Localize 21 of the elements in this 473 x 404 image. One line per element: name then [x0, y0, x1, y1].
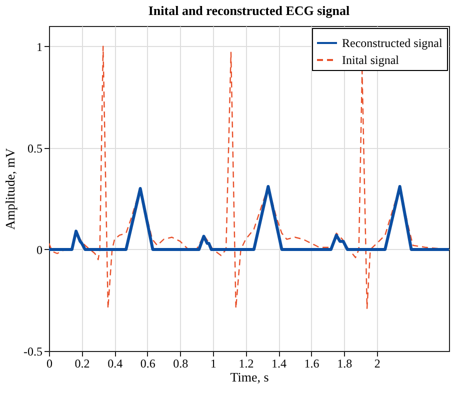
- x-axis-title: Time, s: [230, 370, 269, 384]
- y-tick-label: -0.5: [24, 344, 42, 358]
- x-tick-label: 1.6: [304, 356, 320, 370]
- x-tick-label: 2: [374, 356, 380, 370]
- y-tick-label: 1: [36, 40, 42, 54]
- x-tick-label: 0.2: [74, 356, 90, 370]
- y-axis-title: Amplitude, mV: [2, 148, 18, 230]
- x-tick-label: 1.4: [272, 356, 287, 370]
- x-tick-label: 1.8: [337, 356, 352, 370]
- x-tick-label: 0.6: [140, 356, 156, 370]
- x-tick-label: 0: [46, 356, 52, 370]
- x-tick-label: 0.8: [173, 356, 188, 370]
- x-tick-label: 1: [210, 356, 216, 370]
- y-tick-label: 0.5: [28, 141, 42, 156]
- chart-title: Inital and reconstructed ECG signal: [148, 3, 350, 18]
- legend-label: Inital signal: [342, 53, 400, 67]
- x-tick-label: 1.2: [238, 356, 254, 370]
- y-tick-label: 0: [36, 242, 42, 257]
- x-tick-label: 0.4: [108, 356, 123, 370]
- line-series: [49, 184, 449, 251]
- legend-label: Reconstructed signal: [342, 36, 443, 50]
